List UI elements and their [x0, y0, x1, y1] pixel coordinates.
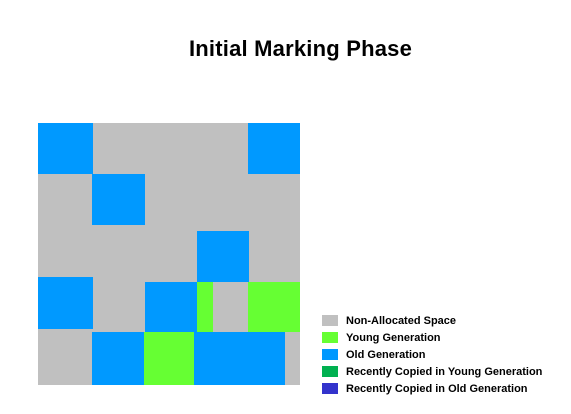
legend-label: Old Generation [346, 348, 426, 361]
legend-label: Young Generation [346, 331, 441, 344]
legend-item-recent-young: Recently Copied in Young Generation [322, 363, 567, 380]
legend-swatch [322, 383, 338, 394]
legend-item-recent-old: Recently Copied in Old Generation [322, 380, 567, 397]
old-generation-region [194, 332, 285, 385]
legend-item-old-generation: Old Generation [322, 346, 567, 363]
legend-label: Non-Allocated Space [346, 314, 457, 327]
young-generation-region [248, 282, 300, 332]
old-generation-region [197, 231, 249, 282]
legend-label: Recently Copied in Old Generation [346, 382, 528, 395]
legend-item-non-allocated: Non-Allocated Space [322, 312, 567, 329]
legend-swatch [322, 366, 338, 377]
young-generation-region [197, 282, 213, 332]
legend-swatch [322, 349, 338, 360]
old-generation-region [38, 277, 93, 329]
legend-label: Recently Copied in Young Generation [346, 365, 543, 378]
legend-swatch [322, 315, 338, 326]
heap-grid [38, 123, 300, 385]
legend-item-young-generation: Young Generation [322, 329, 567, 346]
old-generation-region [248, 123, 300, 174]
legend-swatch [322, 332, 338, 343]
old-generation-region [92, 174, 145, 225]
old-generation-region [92, 332, 145, 385]
old-generation-region [38, 123, 93, 174]
young-generation-region [144, 332, 195, 385]
diagram-title: Initial Marking Phase [188, 36, 413, 61]
old-generation-region [145, 282, 197, 332]
legend: Non-Allocated Space Young Generation Old… [322, 312, 567, 397]
